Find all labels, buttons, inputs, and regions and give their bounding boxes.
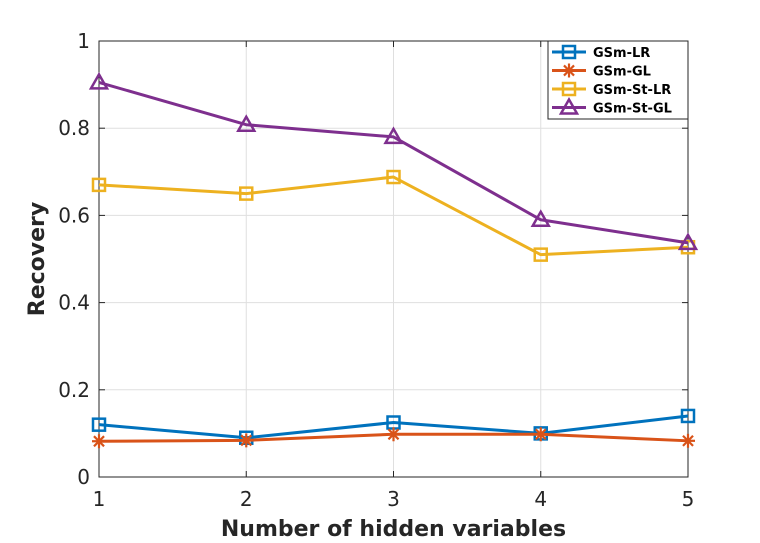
series-line — [98, 175, 689, 257]
data-point — [386, 169, 401, 185]
data-point — [677, 232, 699, 251]
series-gsm-gl — [92, 427, 695, 449]
data-point — [680, 408, 696, 424]
data-point — [92, 434, 106, 449]
data-point — [681, 433, 695, 448]
y-tick-label: 0.4 — [58, 291, 90, 315]
legend-item: GSm-St-GL — [552, 96, 672, 117]
data-point — [533, 427, 548, 442]
legend-item: GSm-St-LR — [552, 81, 671, 98]
y-tick-label: 1 — [77, 29, 90, 53]
data-point — [386, 427, 401, 442]
legend-item: GSm-LR — [552, 44, 650, 61]
axis-ticks: 1 2 3 4 5 0 0.2 0.4 0.6 0.8 1 — [58, 29, 694, 511]
data-point — [239, 433, 254, 448]
legend-marker — [562, 63, 576, 78]
legend-item: GSm-GL — [552, 63, 651, 80]
legend-label: GSm-St-GL — [593, 102, 672, 117]
y-tick-label: 0.6 — [58, 203, 90, 227]
x-tick-label: 5 — [682, 487, 695, 511]
y-tick-label: 0.2 — [58, 378, 90, 402]
x-tick-label: 1 — [93, 487, 106, 511]
legend-marker — [561, 81, 577, 97]
y-axis-label: Recovery — [25, 202, 50, 316]
x-tick-label: 3 — [387, 487, 400, 511]
x-tick-label: 4 — [534, 487, 547, 511]
legend: GSm-LR GSm-GL GSm-St-LR GSm-St-GL — [547, 40, 689, 120]
series-gsm-lr — [91, 408, 696, 446]
series-gsm-st-gl — [88, 71, 699, 251]
series-line — [98, 414, 689, 440]
data-point — [530, 209, 551, 228]
series-layer — [88, 71, 699, 449]
data-point — [88, 71, 110, 90]
legend-label: GSm-LR — [593, 46, 650, 61]
y-tick-label: 0.8 — [58, 116, 90, 140]
data-point — [91, 177, 107, 193]
data-point — [239, 186, 254, 201]
legend-marker — [558, 96, 580, 115]
series-line — [98, 80, 689, 245]
y-tick-label: 0 — [77, 465, 90, 489]
x-axis-label: Number of hidden variables — [221, 517, 566, 542]
x-tick-label: 2 — [240, 487, 253, 511]
data-point — [533, 247, 548, 262]
data-point — [91, 417, 107, 432]
legend-label: GSm-GL — [593, 65, 651, 80]
legend-marker — [561, 44, 577, 60]
legend-label: GSm-St-LR — [593, 83, 671, 98]
data-point — [383, 126, 404, 145]
data-point — [236, 114, 257, 132]
